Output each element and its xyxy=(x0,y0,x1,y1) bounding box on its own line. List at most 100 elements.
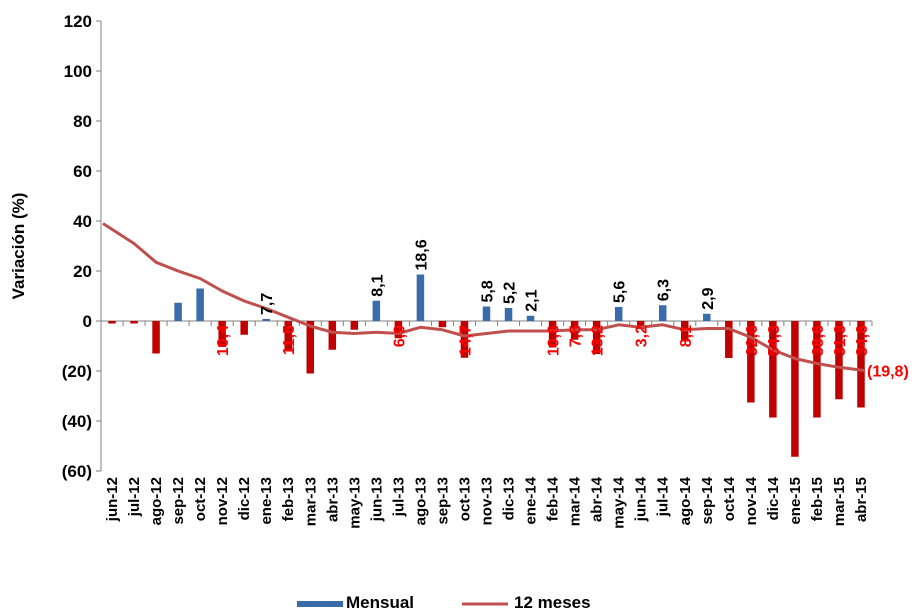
y-tick-label: (60) xyxy=(62,462,92,481)
x-tick-label-nov-14: nov-14 xyxy=(743,476,760,525)
x-tick-label-abr-14: abr-14 xyxy=(589,476,606,522)
bar-sep-13 xyxy=(438,321,447,328)
x-tick-label-jun-12: jun-12 xyxy=(104,477,121,522)
bar-jul-14 xyxy=(658,305,667,321)
x-tick-label-dic-14: dic-14 xyxy=(765,476,782,520)
x-tick-label-nov-13: nov-13 xyxy=(479,477,496,525)
x-tick-label-nov-12: nov-12 xyxy=(214,477,231,525)
bar-abr-14 xyxy=(592,321,601,354)
x-tick-label-oct-12: oct-12 xyxy=(192,477,209,521)
x-tick-label-jul-13: jul-13 xyxy=(390,477,407,517)
data-label-jun-14: 3,2 xyxy=(634,325,651,347)
data-label-ene-14: 2,1 xyxy=(524,289,541,311)
x-tick-label-ago-14: ago-14 xyxy=(677,476,694,525)
data-label-abr-14: 13,2 xyxy=(590,325,607,356)
bar-feb-14 xyxy=(548,321,557,348)
x-tick-label-oct-14: oct-14 xyxy=(721,476,738,521)
bar-feb-13 xyxy=(284,321,292,350)
data-label-ene-13: 7,7 xyxy=(259,293,276,315)
y-tick-label: 100 xyxy=(64,62,92,81)
data-label-sep-14: 2,9 xyxy=(700,287,717,309)
data-label-oct-13: 14,7 xyxy=(457,325,474,356)
bar-nov-12 xyxy=(218,321,226,347)
bar-feb-15 xyxy=(813,321,821,418)
x-tick-label-feb-15: feb-15 xyxy=(809,477,826,521)
bar-jun-12 xyxy=(108,321,116,324)
y-tick-label: 20 xyxy=(73,262,92,281)
bar-jul-13 xyxy=(394,321,403,339)
x-tick-label-feb-14: feb-14 xyxy=(545,476,562,521)
legend: Mensual 12 meses xyxy=(297,593,591,612)
y-tick-label: 40 xyxy=(73,212,92,231)
bar-nov-14 xyxy=(747,321,755,403)
x-tick-label-jun-13: jun-13 xyxy=(368,477,385,522)
bar-mar-13 xyxy=(306,321,315,374)
x-tick-label-ago-13: ago-13 xyxy=(412,477,429,525)
x-tick-label-jul-12: jul-12 xyxy=(126,477,143,517)
bar-may-13 xyxy=(350,321,359,330)
bar-jun-13 xyxy=(372,300,381,321)
data-label-jul-13: 6,9 xyxy=(391,325,408,347)
bar-mar-15 xyxy=(835,321,843,400)
y-tick-label: 60 xyxy=(73,162,92,181)
data-label-feb-13: 11,5 xyxy=(281,325,298,355)
x-tick-label-sep-13: sep-13 xyxy=(434,477,451,525)
bar-abr-15 xyxy=(857,321,865,408)
data-label-mar-14: 7,5 xyxy=(568,325,585,347)
y-tick-label: 120 xyxy=(64,12,92,31)
bar-abr-13 xyxy=(328,321,337,350)
x-tick-label-ene-14: ene-14 xyxy=(523,476,540,524)
bar-may-14 xyxy=(614,307,623,321)
data-label-nov-14: 32,6 xyxy=(744,325,761,356)
x-tick-label-abr-13: abr-13 xyxy=(324,477,341,522)
x-tick-label-mar-13: mar-13 xyxy=(302,477,319,526)
data-label-jul-14: 6,3 xyxy=(656,279,673,301)
y-axis-label: Variación (%) xyxy=(9,193,28,300)
legend-swatch-mensual xyxy=(297,601,343,607)
x-tick-label-ene-13: ene-13 xyxy=(258,477,275,525)
x-tick-label-dic-12: dic-12 xyxy=(236,477,253,520)
bar-ene-15 xyxy=(791,321,799,457)
x-tick-label-sep-14: sep-14 xyxy=(699,476,716,524)
bar-nov-13 xyxy=(482,306,491,321)
data-label-ago-13: 18,6 xyxy=(413,239,430,270)
bar-ago-13 xyxy=(416,274,425,321)
data-label-may-14: 5,6 xyxy=(612,281,629,303)
bar-dic-13 xyxy=(504,308,513,321)
bar-oct-14 xyxy=(725,321,733,358)
y-tick-label: 80 xyxy=(73,112,92,131)
bar-sep-14 xyxy=(703,313,711,321)
data-label-jun-13: 8,1 xyxy=(369,274,386,296)
data-label-mar-15: 31,3 xyxy=(832,325,849,356)
x-tick-label-mar-14: mar-14 xyxy=(567,476,584,526)
line-series-12-meses xyxy=(102,222,865,372)
data-label-dic-13: 5,2 xyxy=(502,282,519,304)
x-tick-label-ago-12: ago-12 xyxy=(148,477,165,525)
x-tick-label-mar-15: mar-15 xyxy=(831,477,848,526)
x-tick-label-ene-15: ene-15 xyxy=(787,477,804,525)
legend-label-mensual: Mensual xyxy=(346,593,414,612)
x-tick-label-oct-13: oct-13 xyxy=(456,477,473,521)
x-tick-label-jul-14: jul-14 xyxy=(655,476,672,517)
data-label-nov-13: 5,8 xyxy=(480,280,497,302)
x-tick-label-sep-12: sep-12 xyxy=(170,477,187,525)
bar-oct-12 xyxy=(196,288,204,321)
data-label-nov-12: 10,4 xyxy=(215,325,232,356)
data-label-feb-14: 10,6 xyxy=(546,325,563,356)
y-tick-label: (40) xyxy=(62,412,92,431)
data-label-ago-14: 8,1 xyxy=(678,325,695,347)
bar-ene-14 xyxy=(526,315,535,321)
line-end-label: (19,8) xyxy=(867,364,909,381)
y-tick-label: 0 xyxy=(83,312,92,331)
x-tick-label-may-13: may-13 xyxy=(346,477,363,529)
x-tick-label-abr-15: abr-15 xyxy=(853,477,870,522)
x-tick-label-may-14: may-14 xyxy=(611,476,628,528)
x-tick-label-jun-14: jun-14 xyxy=(633,476,650,522)
bar-dic-14 xyxy=(769,321,777,418)
legend-label-12-meses: 12 meses xyxy=(514,593,591,612)
bar-sep-12 xyxy=(174,302,182,321)
bar-ago-12 xyxy=(152,321,160,354)
bar-jun-14 xyxy=(636,321,645,329)
data-label-feb-15: 38,6 xyxy=(810,325,827,356)
